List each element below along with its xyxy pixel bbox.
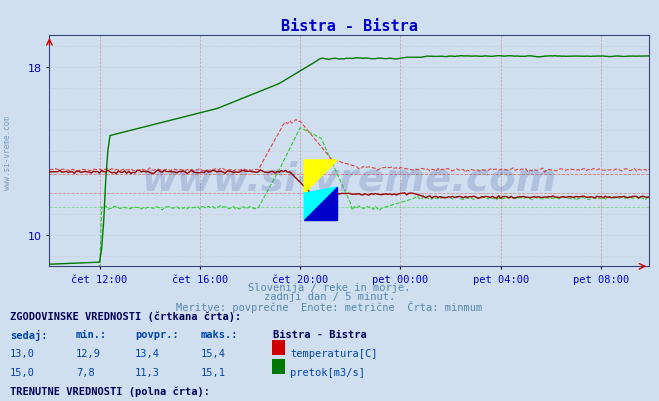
Polygon shape bbox=[304, 188, 337, 221]
Text: 13,0: 13,0 bbox=[10, 348, 35, 358]
Text: www.si-vreme.com: www.si-vreme.com bbox=[142, 160, 557, 198]
Text: TRENUTNE VREDNOSTI (polna črta):: TRENUTNE VREDNOSTI (polna črta): bbox=[10, 386, 210, 396]
Polygon shape bbox=[304, 188, 337, 221]
Text: zadnji dan / 5 minut.: zadnji dan / 5 minut. bbox=[264, 292, 395, 302]
Polygon shape bbox=[304, 160, 337, 194]
Text: www.si-vreme.com: www.si-vreme.com bbox=[3, 115, 13, 189]
Text: ZGODOVINSKE VREDNOSTI (črtkana črta):: ZGODOVINSKE VREDNOSTI (črtkana črta): bbox=[10, 311, 241, 321]
Text: pretok[m3/s]: pretok[m3/s] bbox=[290, 367, 365, 377]
Text: 13,4: 13,4 bbox=[135, 348, 160, 358]
Text: maks.:: maks.: bbox=[201, 330, 239, 340]
Text: 15,4: 15,4 bbox=[201, 348, 226, 358]
Text: 12,9: 12,9 bbox=[76, 348, 101, 358]
Text: 15,1: 15,1 bbox=[201, 367, 226, 377]
Text: 11,3: 11,3 bbox=[135, 367, 160, 377]
Text: min.:: min.: bbox=[76, 330, 107, 340]
Text: Slovenija / reke in morje.: Slovenija / reke in morje. bbox=[248, 283, 411, 293]
Text: 15,0: 15,0 bbox=[10, 367, 35, 377]
Text: Bistra - Bistra: Bistra - Bistra bbox=[273, 330, 367, 340]
Text: sedaj:: sedaj: bbox=[10, 330, 47, 340]
Text: 7,8: 7,8 bbox=[76, 367, 94, 377]
Text: temperatura[C]: temperatura[C] bbox=[290, 348, 378, 358]
Title: Bistra - Bistra: Bistra - Bistra bbox=[281, 18, 418, 34]
Text: Meritve: povprečne  Enote: metrične  Črta: minmum: Meritve: povprečne Enote: metrične Črta:… bbox=[177, 300, 482, 312]
Text: povpr.:: povpr.: bbox=[135, 330, 179, 340]
